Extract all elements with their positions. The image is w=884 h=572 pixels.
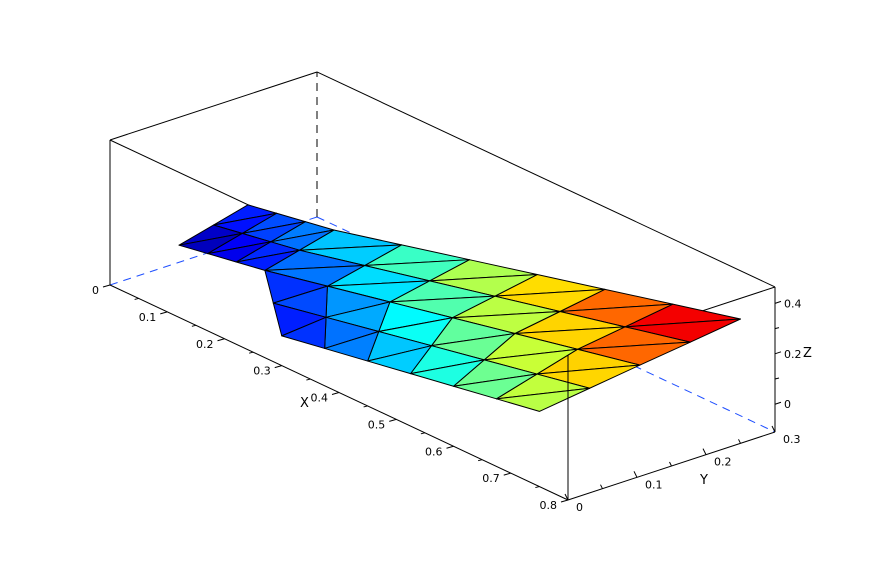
x-tick-label: 0.6 (425, 445, 443, 458)
y-axis-label: Y (699, 473, 708, 488)
surface-facet (324, 330, 380, 362)
surface-facet (235, 249, 300, 271)
x-tick-label: 0.1 (139, 311, 157, 324)
y-tick (564, 493, 569, 501)
surface-facet (178, 232, 243, 255)
surface-facet (410, 359, 485, 387)
x-minor-tick (478, 459, 483, 462)
x-tick (102, 284, 111, 288)
y-tick (633, 471, 638, 478)
x-tick (217, 338, 225, 342)
z-tick-label: 0.4 (784, 297, 802, 310)
box-edge (109, 71, 318, 141)
x-minor-tick (420, 432, 425, 435)
z-tick-label: 0 (784, 398, 791, 411)
surface-facet (495, 387, 591, 412)
x-tick-label: 0.7 (482, 472, 500, 485)
z-tick (774, 401, 782, 405)
z-minor-tick (774, 327, 780, 330)
z-tick (774, 300, 782, 304)
y-tick-label: 0 (576, 501, 583, 514)
x-tick-label: 0.5 (368, 418, 386, 431)
z-tick (774, 351, 782, 355)
z-axis-label: Z (803, 346, 812, 361)
box-edge (316, 71, 776, 288)
z-minor-tick (774, 377, 780, 380)
x-minor-tick (249, 351, 254, 354)
x-tick-label: 0 (92, 284, 99, 297)
axis-ticks: 0 0.1 0.2 0.3 0.4 0.5 0.6 0.7 0.8 0 0.1 0.2 0.3 0 0.2 0… (92, 284, 802, 514)
y-minor-tick (738, 439, 741, 444)
surface-facet (453, 373, 538, 400)
y-minor-tick (669, 461, 672, 467)
surface-mesh (178, 204, 741, 412)
x-minor-tick (535, 486, 540, 489)
y-tick (771, 425, 776, 433)
x-minor-tick (191, 324, 196, 327)
x-tick-label: 0.2 (196, 338, 214, 351)
x-minor-tick (134, 297, 139, 300)
x-tick-label: 0.3 (253, 365, 271, 378)
y-tick-label: 0.2 (714, 456, 732, 469)
x-tick (331, 392, 340, 395)
x-axis-label: X (300, 396, 309, 411)
x-tick (274, 365, 282, 369)
y-tick-label: 0.1 (645, 478, 663, 491)
x-minor-tick (363, 405, 368, 408)
surface-facet (207, 241, 272, 263)
x-tick (389, 418, 397, 422)
y-minor-tick (600, 484, 603, 489)
x-minor-tick (306, 378, 311, 381)
x-tick-label: 0.8 (540, 499, 558, 512)
surface-facet (367, 345, 432, 375)
x-tick-label: 0.4 (311, 392, 329, 405)
z-tick-label: 0.2 (784, 348, 802, 361)
x-tick (160, 311, 168, 315)
surface-facet (281, 316, 327, 349)
x-tick (560, 499, 569, 503)
x-tick (503, 472, 511, 476)
y-tick (702, 448, 707, 455)
x-tick (446, 445, 454, 449)
y-tick-label: 0.3 (783, 433, 801, 446)
